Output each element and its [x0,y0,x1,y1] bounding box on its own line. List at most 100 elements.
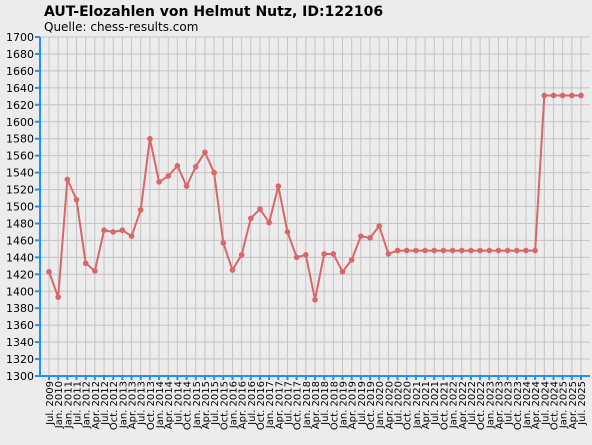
point [192,163,199,170]
x-tick-label: Jan. 2021 [412,381,423,429]
point [569,92,575,99]
point [119,227,126,234]
point [293,254,300,261]
point [101,227,107,234]
x-tick-label: Jul. 2015 [210,381,221,426]
point [358,233,364,239]
point [229,267,236,273]
point [348,257,355,263]
y-tick-label: 1460 [6,234,34,247]
point [303,252,309,258]
x-tick-label: Apr. 2025 [568,381,579,429]
point [513,247,520,254]
x-tick-label: Apr. 2019 [348,381,359,429]
point [110,229,117,235]
point [523,247,529,254]
point [238,252,245,258]
x-tick-label: Jan. 2024 [522,381,533,429]
x-tick-label: Jan. 2014 [155,381,166,429]
x-tick-label: Oct. 2014 [183,381,194,430]
x-tick-label: Oct. 2022 [476,381,487,430]
point [321,251,327,257]
x-tick-label: Jul. 2023 [504,381,515,426]
x-tick-label: Apr. 2014 [164,381,175,429]
x-tick-label: Oct. 2020 [403,381,414,430]
x-tick-label: Jan. 2016 [228,381,239,429]
y-tick-label: 1440 [6,251,34,264]
point [55,294,61,300]
x-tick-label: Apr. 2015 [201,381,212,429]
x-tick-label: Oct. 2019 [366,381,377,430]
point [137,207,144,213]
x-tick-label: Jan. 2017 [265,381,276,429]
point [339,268,346,275]
point [147,135,153,142]
chart-title: AUT-Elozahlen von Helmut Nutz, ID:122106 [44,4,383,20]
point [156,179,162,185]
point [46,268,52,275]
point [275,183,282,189]
x-tick-label: Oct. 2015 [219,381,230,430]
point [247,215,254,222]
point [422,247,428,254]
x-tick-label: Jul. 2018 [320,381,331,426]
point [532,247,538,254]
x-tick-label: Oct. 2017 [293,381,304,430]
point [403,247,410,254]
x-tick-label: Jul. 2012 [100,381,111,426]
x-tick-label: Jan. 2018 [302,381,313,429]
x-tick-label: Apr. 2021 [421,381,432,429]
point [367,235,373,241]
point [64,176,71,183]
x-tick-label: Oct. 2016 [256,381,267,430]
point [174,163,181,169]
y-tick-label: 1420 [6,268,34,281]
x-tick-label: Apr. 2012 [91,381,102,429]
point [541,92,548,99]
x-tick-label: Jul. 2019 [357,381,368,426]
x-tick-label: Apr. 2020 [384,381,395,429]
point [284,229,291,235]
point [413,247,419,254]
x-tick-label: Apr. 2016 [238,381,249,429]
point [578,92,584,99]
x-tick-label: Jul. 2020 [394,381,405,426]
y-tick-label: 1600 [6,116,34,129]
point [495,247,502,254]
x-tick-label: Apr. 2017 [274,381,285,429]
point [202,149,208,156]
x-tick-label: Apr. 2018 [311,381,322,429]
point [165,173,172,179]
point [431,247,438,254]
x-tick-label: Jan. 2013 [118,381,129,429]
x-tick-label: Jul. 2011 [73,381,84,426]
point [266,219,272,226]
x-tick-label: Jan. 2012 [82,381,93,429]
x-tick-label: Jan. 2022 [449,381,460,429]
x-tick-label: Jul. 2009 [45,381,56,426]
chart-subtitle: Quelle: chess-results.com [44,20,198,34]
point [312,296,318,303]
x-tick-label: Apr. 2023 [494,381,505,429]
point [468,247,474,254]
x-tick-label: Apr. 2013 [128,381,139,429]
x-tick-label: Jul. 2021 [430,381,441,426]
point [477,247,483,254]
x-tick-label: Jan. 2015 [192,381,203,429]
y-tick-label: 1380 [6,302,34,315]
x-tick-label: Jul. 2014 [173,381,184,426]
point [330,251,337,257]
y-tick-label: 1400 [6,285,34,298]
x-tick-label: Jan. 2010 [54,381,65,429]
y-tick-label: 1360 [6,319,34,332]
point [376,223,383,229]
x-tick-label: Oct. 2023 [513,381,524,430]
y-tick-label: 1500 [6,201,34,214]
x-tick-label: Oct. 2013 [146,381,157,430]
y-tick-label: 1320 [6,353,34,366]
point [183,183,190,189]
y-tick-label: 1480 [6,217,34,230]
x-tick-label: Apr. 2024 [531,381,542,429]
